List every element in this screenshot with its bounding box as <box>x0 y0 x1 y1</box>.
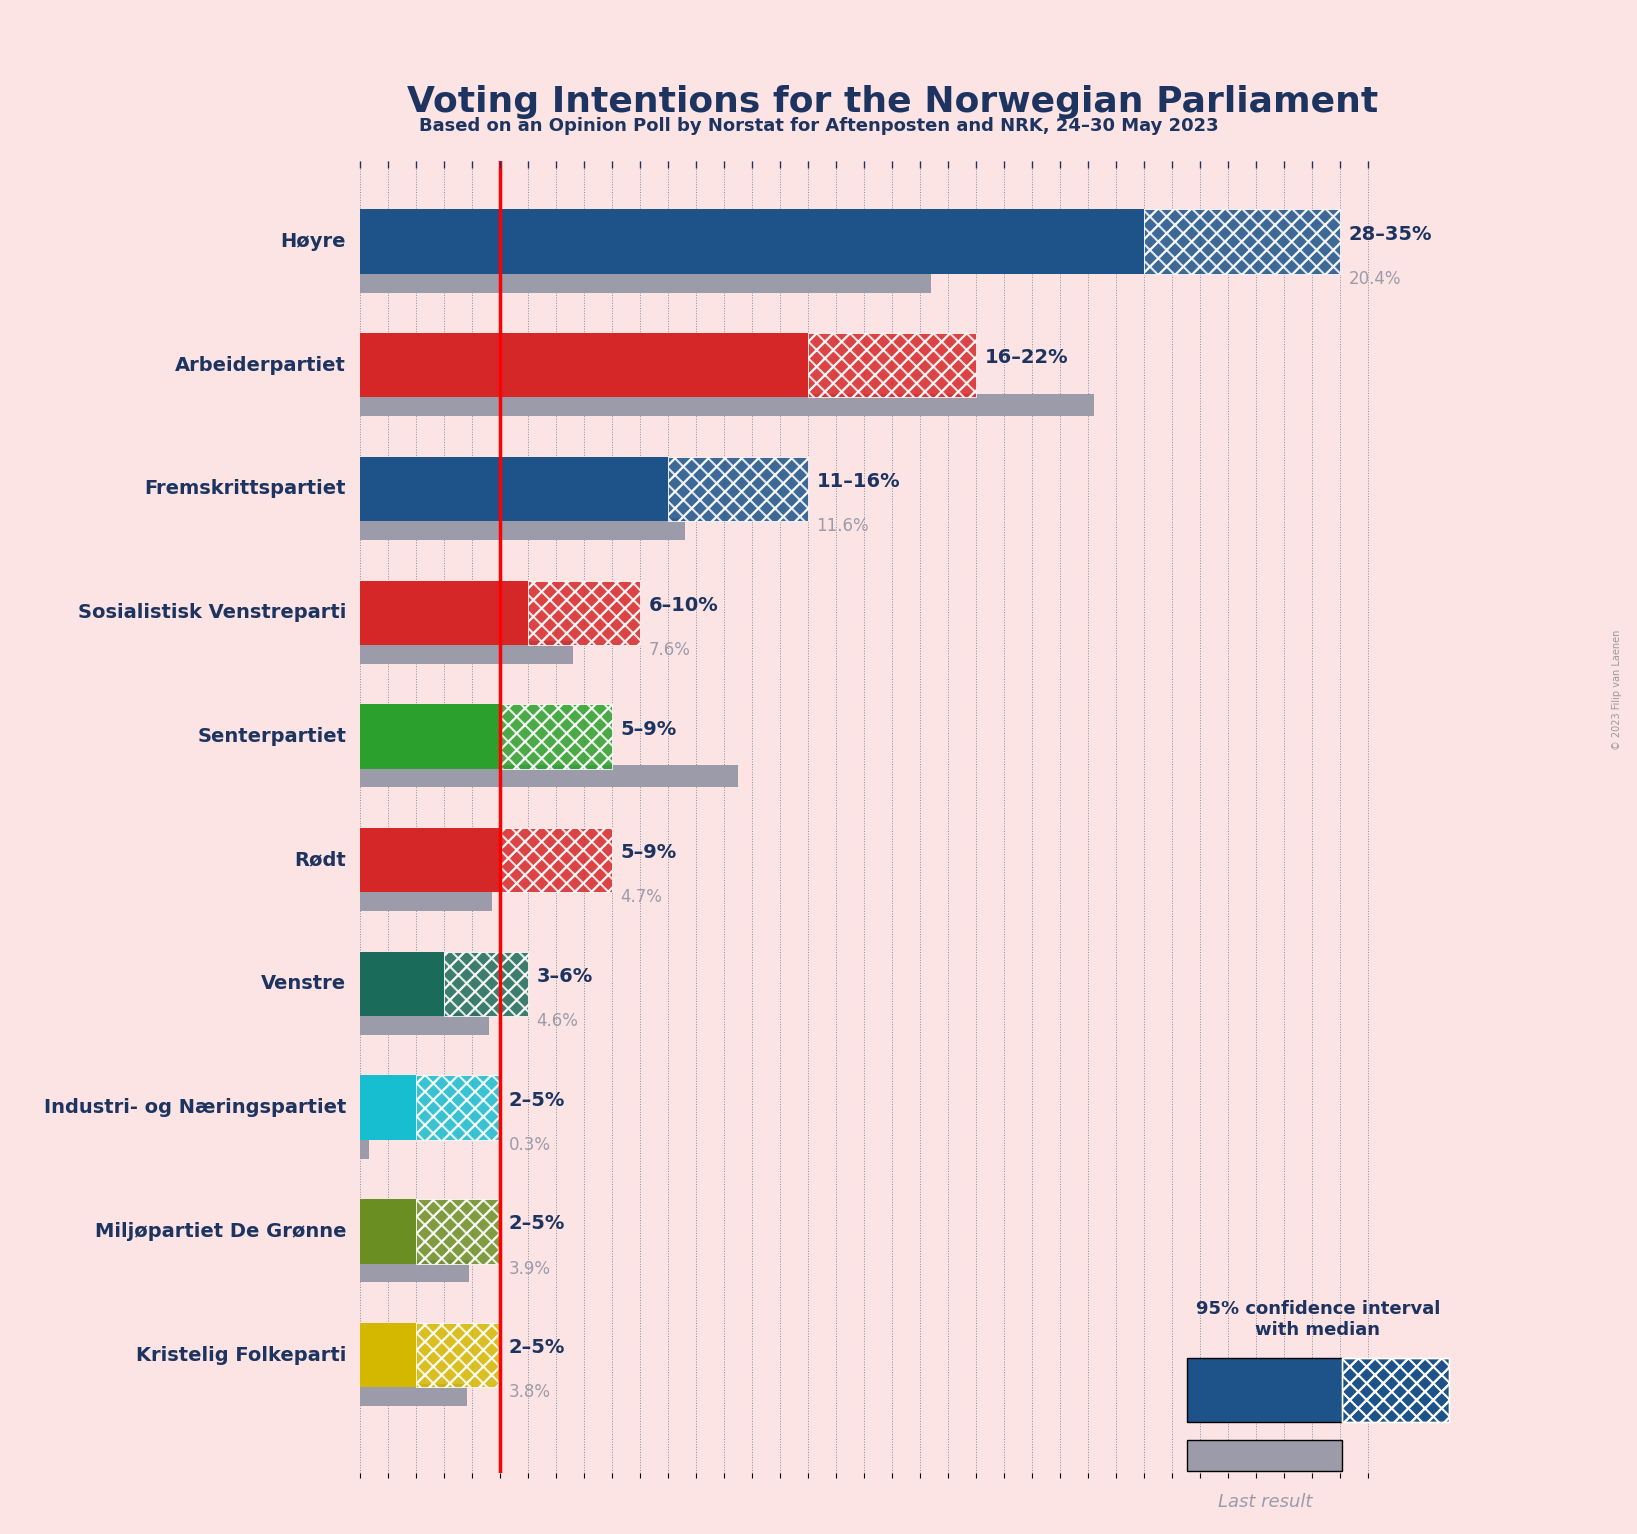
Bar <box>360 394 1094 416</box>
Text: 4.6%: 4.6% <box>537 1012 578 1031</box>
Bar <box>1144 209 1341 273</box>
Bar <box>668 457 809 522</box>
Text: 11.6%: 11.6% <box>817 517 869 535</box>
Bar <box>360 1137 368 1158</box>
Text: 26.2%: 26.2% <box>984 394 1038 411</box>
Bar <box>416 1075 501 1140</box>
Text: 4.7%: 4.7% <box>620 888 663 907</box>
Bar <box>529 580 640 644</box>
Bar <box>416 1200 501 1264</box>
Text: Last result: Last result <box>1218 1493 1313 1511</box>
Text: Kristelig Folkeparti: Kristelig Folkeparti <box>136 1345 345 1365</box>
Title: Voting Intentions for the Norwegian Parliament: Voting Intentions for the Norwegian Parl… <box>406 86 1378 120</box>
Bar <box>809 333 976 397</box>
Text: 3.8%: 3.8% <box>509 1384 550 1402</box>
Text: Senterpartiet: Senterpartiet <box>196 727 345 746</box>
Text: 2–5%: 2–5% <box>509 1215 565 1233</box>
Bar <box>501 704 612 769</box>
Bar <box>416 1200 501 1264</box>
Text: 20.4%: 20.4% <box>1349 270 1401 288</box>
Text: 2–5%: 2–5% <box>509 1338 565 1358</box>
Text: Arbeiderpartiet: Arbeiderpartiet <box>175 356 345 374</box>
Bar <box>360 457 668 522</box>
Text: Miljøpartiet De Grønne: Miljøpartiet De Grønne <box>95 1223 345 1241</box>
Bar <box>360 1259 470 1282</box>
Bar <box>360 1012 489 1035</box>
Bar <box>360 704 501 769</box>
Bar <box>444 951 529 1016</box>
Bar <box>501 828 612 893</box>
Bar <box>360 1322 416 1387</box>
Bar <box>360 888 491 911</box>
Bar <box>501 828 612 893</box>
Bar <box>360 828 501 893</box>
Bar <box>360 951 444 1016</box>
Bar <box>1144 209 1341 273</box>
Bar <box>360 1384 467 1407</box>
Text: 16–22%: 16–22% <box>984 348 1069 367</box>
Text: 11–16%: 11–16% <box>817 472 900 491</box>
Text: 13.5%: 13.5% <box>620 765 673 782</box>
Text: Fremskrittspartiet: Fremskrittspartiet <box>144 480 345 499</box>
Text: Rødt: Rødt <box>295 851 345 870</box>
Text: 5–9%: 5–9% <box>620 844 676 862</box>
Bar <box>809 333 976 397</box>
Text: 2–5%: 2–5% <box>509 1091 565 1109</box>
Text: 7.6%: 7.6% <box>648 641 691 660</box>
Bar <box>360 641 573 664</box>
Bar <box>360 333 809 397</box>
Bar <box>360 517 684 540</box>
Text: 95% confidence interval
with median: 95% confidence interval with median <box>1195 1301 1441 1339</box>
Bar <box>360 1075 416 1140</box>
Text: © 2023 Filip van Laenen: © 2023 Filip van Laenen <box>1612 630 1622 750</box>
Text: 6–10%: 6–10% <box>648 595 719 615</box>
Bar <box>668 457 809 522</box>
Text: Høyre: Høyre <box>280 232 345 252</box>
Text: Industri- og Næringspartiet: Industri- og Næringspartiet <box>44 1098 345 1117</box>
Text: Venstre: Venstre <box>260 974 345 994</box>
Text: 5–9%: 5–9% <box>620 719 676 738</box>
Bar <box>529 580 640 644</box>
Text: 28–35%: 28–35% <box>1349 224 1432 244</box>
Bar <box>501 704 612 769</box>
Bar <box>444 951 529 1016</box>
Text: Sosialistisk Venstreparti: Sosialistisk Venstreparti <box>79 603 345 623</box>
Text: 0.3%: 0.3% <box>509 1137 550 1154</box>
Bar <box>360 209 1144 273</box>
Bar <box>360 270 931 293</box>
Bar <box>360 765 738 787</box>
Bar <box>360 1200 416 1264</box>
Text: 3–6%: 3–6% <box>537 966 593 986</box>
Text: Based on an Opinion Poll by Norstat for Aftenposten and NRK, 24–30 May 2023: Based on an Opinion Poll by Norstat for … <box>419 117 1218 135</box>
Text: 3.9%: 3.9% <box>509 1259 550 1278</box>
Bar <box>416 1322 501 1387</box>
Bar <box>416 1075 501 1140</box>
Bar <box>416 1322 501 1387</box>
Bar <box>360 580 529 644</box>
